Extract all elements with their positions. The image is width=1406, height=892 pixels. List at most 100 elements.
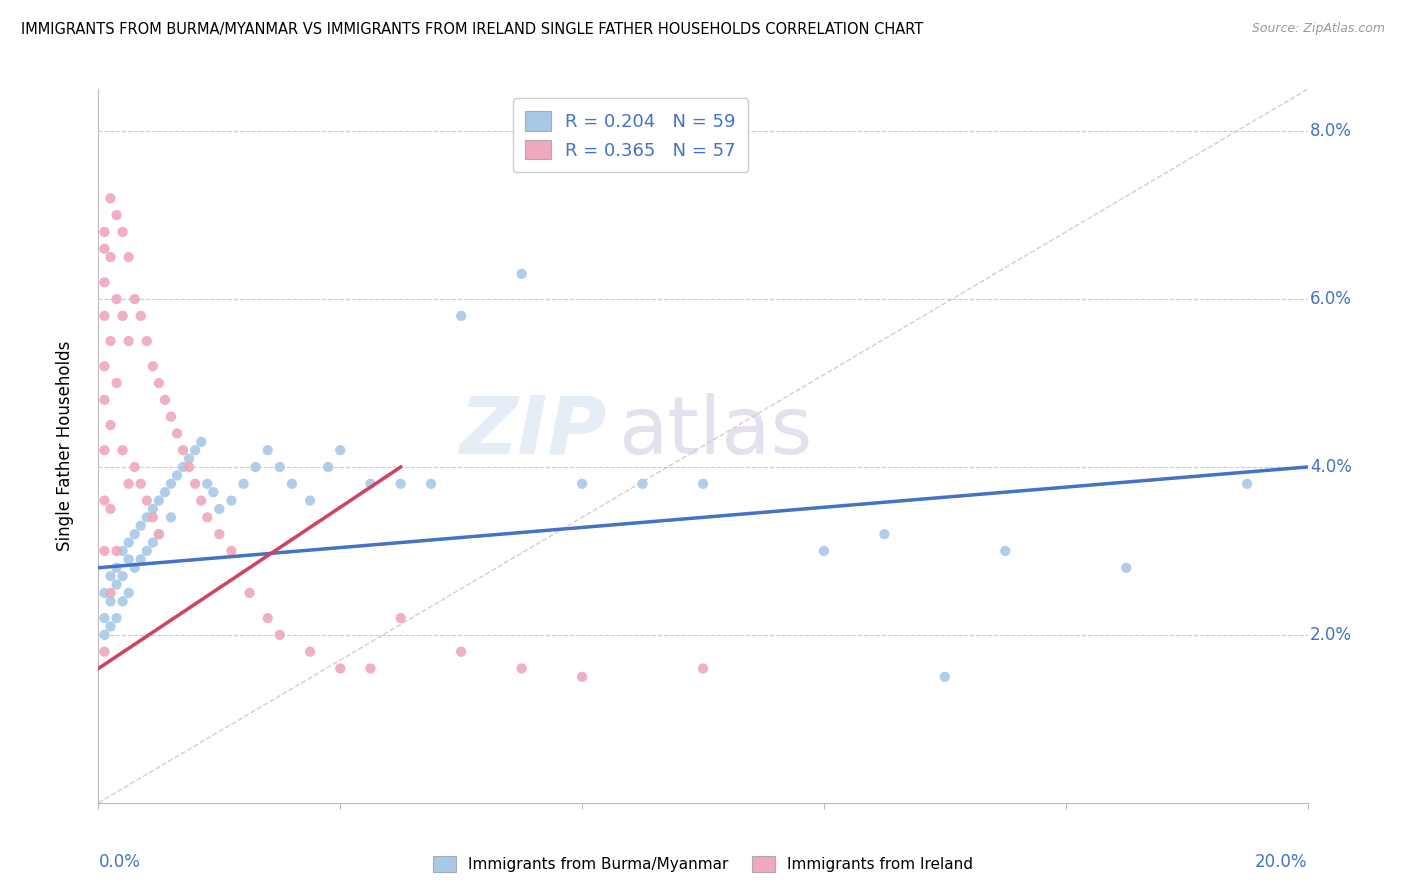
Point xyxy=(692,661,714,675)
Text: 0.0%: 0.0% xyxy=(98,853,141,871)
Point xyxy=(195,476,218,491)
Text: Source: ZipAtlas.com: Source: ZipAtlas.com xyxy=(1251,22,1385,36)
Point xyxy=(142,359,165,374)
Point xyxy=(105,577,128,591)
Point xyxy=(111,569,134,583)
Point xyxy=(450,309,472,323)
Point xyxy=(93,443,115,458)
Point xyxy=(221,544,243,558)
Point xyxy=(1236,476,1258,491)
Legend: Immigrants from Burma/Myanmar, Immigrants from Ireland: Immigrants from Burma/Myanmar, Immigrant… xyxy=(426,848,980,880)
Point xyxy=(100,417,122,432)
Point xyxy=(221,493,243,508)
Point xyxy=(450,645,472,659)
Point xyxy=(100,502,122,516)
Point xyxy=(135,510,157,524)
Point xyxy=(160,409,183,424)
Point xyxy=(100,191,122,205)
Point xyxy=(329,661,352,675)
Point xyxy=(208,502,231,516)
Point xyxy=(105,292,128,306)
Point xyxy=(360,661,382,675)
Point xyxy=(93,242,115,256)
Point xyxy=(184,443,207,458)
Point xyxy=(118,476,141,491)
Point xyxy=(124,560,146,574)
Text: 8.0%: 8.0% xyxy=(1310,122,1353,140)
Point xyxy=(118,535,141,549)
Point xyxy=(299,645,322,659)
Point xyxy=(239,586,262,600)
Point xyxy=(124,460,146,475)
Point xyxy=(389,611,412,625)
Point xyxy=(873,527,896,541)
Point xyxy=(510,267,533,281)
Point xyxy=(813,544,835,558)
Point xyxy=(93,493,115,508)
Point xyxy=(153,485,176,500)
Point xyxy=(111,225,134,239)
Point xyxy=(631,476,654,491)
Point xyxy=(190,434,212,449)
Point xyxy=(118,586,141,600)
Point xyxy=(994,544,1017,558)
Point xyxy=(571,670,593,684)
Point xyxy=(360,476,382,491)
Y-axis label: Single Father Households: Single Father Households xyxy=(56,341,75,551)
Point xyxy=(208,527,231,541)
Point xyxy=(100,334,122,348)
Point xyxy=(100,250,122,264)
Point xyxy=(129,552,152,566)
Point xyxy=(172,443,194,458)
Point xyxy=(135,544,157,558)
Text: 2.0%: 2.0% xyxy=(1310,626,1353,644)
Point xyxy=(142,510,165,524)
Point xyxy=(129,476,152,491)
Point xyxy=(124,292,146,306)
Point xyxy=(190,493,212,508)
Point xyxy=(93,275,115,289)
Point xyxy=(100,569,122,583)
Point xyxy=(111,443,134,458)
Point xyxy=(179,451,201,466)
Point xyxy=(1115,560,1137,574)
Point xyxy=(93,359,115,374)
Point xyxy=(160,476,183,491)
Point xyxy=(232,476,254,491)
Point xyxy=(160,510,183,524)
Point xyxy=(148,376,170,390)
Point xyxy=(148,527,170,541)
Point xyxy=(148,527,170,541)
Point xyxy=(111,594,134,608)
Point xyxy=(111,309,134,323)
Point xyxy=(166,426,188,441)
Text: 4.0%: 4.0% xyxy=(1310,458,1353,476)
Point xyxy=(153,392,176,407)
Point xyxy=(420,476,443,491)
Point xyxy=(195,510,218,524)
Point xyxy=(172,460,194,475)
Point xyxy=(934,670,956,684)
Point xyxy=(299,493,322,508)
Text: 20.0%: 20.0% xyxy=(1256,853,1308,871)
Point xyxy=(142,535,165,549)
Point xyxy=(93,544,115,558)
Point xyxy=(316,460,339,475)
Point xyxy=(256,443,278,458)
Point xyxy=(135,493,157,508)
Point xyxy=(118,250,141,264)
Point xyxy=(105,544,128,558)
Point xyxy=(184,476,207,491)
Point xyxy=(105,208,128,222)
Point xyxy=(93,645,115,659)
Point xyxy=(142,502,165,516)
Text: atlas: atlas xyxy=(619,392,813,471)
Point xyxy=(166,468,188,483)
Point xyxy=(269,460,291,475)
Point xyxy=(118,334,141,348)
Point xyxy=(93,309,115,323)
Point xyxy=(93,225,115,239)
Point xyxy=(329,443,352,458)
Point xyxy=(571,476,593,491)
Point xyxy=(100,586,122,600)
